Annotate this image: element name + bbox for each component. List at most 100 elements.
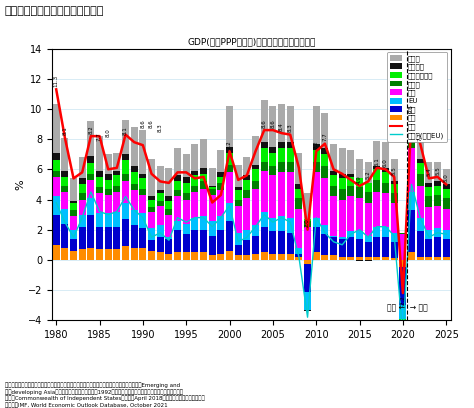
Text: 9.6: 9.6 <box>409 104 414 113</box>
Bar <box>200 182 207 189</box>
Bar <box>295 198 302 208</box>
Bar <box>417 174 424 186</box>
Bar <box>400 260 406 267</box>
Bar <box>365 260 372 262</box>
Text: 5.4: 5.4 <box>427 167 431 176</box>
Bar <box>200 252 207 260</box>
Bar <box>79 249 86 260</box>
Bar <box>53 197 60 215</box>
Bar <box>244 180 250 191</box>
Text: 8.6: 8.6 <box>270 119 275 128</box>
Bar <box>391 159 398 182</box>
Bar <box>252 165 259 169</box>
Bar <box>183 252 190 260</box>
Bar <box>365 192 372 202</box>
Bar <box>105 213 112 227</box>
Bar <box>62 224 68 248</box>
Bar <box>62 137 68 171</box>
Bar <box>165 208 173 215</box>
Bar <box>87 156 94 163</box>
Bar <box>96 193 103 213</box>
Bar <box>321 166 328 178</box>
Bar <box>321 154 328 166</box>
Bar <box>235 187 242 191</box>
Bar <box>356 159 363 178</box>
Bar <box>443 257 450 260</box>
Bar <box>304 292 311 310</box>
Bar <box>53 245 60 260</box>
Bar <box>382 168 389 172</box>
Bar <box>218 230 224 254</box>
Bar <box>408 252 415 260</box>
Bar <box>356 178 363 187</box>
Bar <box>157 201 164 206</box>
Bar <box>417 163 424 174</box>
Bar <box>347 177 355 186</box>
Bar <box>374 166 380 169</box>
Bar <box>209 189 216 195</box>
Bar <box>365 257 372 260</box>
Bar <box>434 182 441 186</box>
Bar <box>295 184 302 189</box>
Bar <box>70 251 77 260</box>
Bar <box>79 227 86 249</box>
Bar <box>53 153 60 160</box>
Bar <box>443 230 450 239</box>
Bar <box>105 154 112 174</box>
Bar <box>339 239 346 257</box>
Bar <box>209 255 216 260</box>
Bar <box>339 257 346 260</box>
Bar <box>434 206 441 228</box>
Bar <box>356 187 363 198</box>
Bar <box>408 70 415 115</box>
Bar <box>218 183 224 191</box>
Bar <box>252 225 259 236</box>
Bar <box>157 252 164 260</box>
Text: 7.7: 7.7 <box>97 133 102 142</box>
Bar <box>417 231 424 257</box>
Bar <box>148 212 155 228</box>
Bar <box>365 162 372 183</box>
Text: （注）実績は見込みを含む。「アジアその他」は中国、インドを除くインド以東アジア諸国（Emerging and
　　developing Asia）。「世界」と「: （注）実績は見込みを含む。「アジアその他」は中国、インドを除くインド以東アジア諸… <box>5 383 204 408</box>
Bar <box>330 171 337 175</box>
Bar <box>313 217 319 227</box>
Bar <box>374 180 380 192</box>
Bar <box>191 186 198 192</box>
Bar <box>113 175 120 186</box>
Bar <box>165 215 173 237</box>
Bar <box>191 175 198 186</box>
Bar <box>79 184 86 193</box>
Bar <box>278 162 285 172</box>
Bar <box>183 183 190 193</box>
Bar <box>304 193 311 219</box>
Bar <box>87 248 94 260</box>
Bar <box>365 236 372 242</box>
Bar <box>139 195 146 213</box>
Bar <box>165 168 173 197</box>
Bar <box>62 186 68 192</box>
Bar <box>122 154 129 160</box>
Bar <box>269 106 276 147</box>
Bar <box>382 183 389 193</box>
Y-axis label: %: % <box>15 179 25 190</box>
Bar <box>157 191 164 193</box>
Bar <box>174 191 181 197</box>
Bar <box>105 180 112 189</box>
Bar <box>131 191 137 210</box>
Bar <box>374 192 380 227</box>
Bar <box>295 254 302 257</box>
Bar <box>252 136 259 165</box>
Bar <box>113 153 120 171</box>
Bar <box>235 200 242 206</box>
Bar <box>113 171 120 175</box>
Bar <box>287 254 294 260</box>
Bar <box>96 213 103 227</box>
Bar <box>252 189 259 225</box>
Bar <box>443 169 450 184</box>
Bar <box>252 169 259 182</box>
Bar <box>96 249 103 260</box>
Bar <box>96 227 103 249</box>
Bar <box>87 215 94 248</box>
Bar <box>200 168 207 174</box>
Bar <box>391 184 398 193</box>
